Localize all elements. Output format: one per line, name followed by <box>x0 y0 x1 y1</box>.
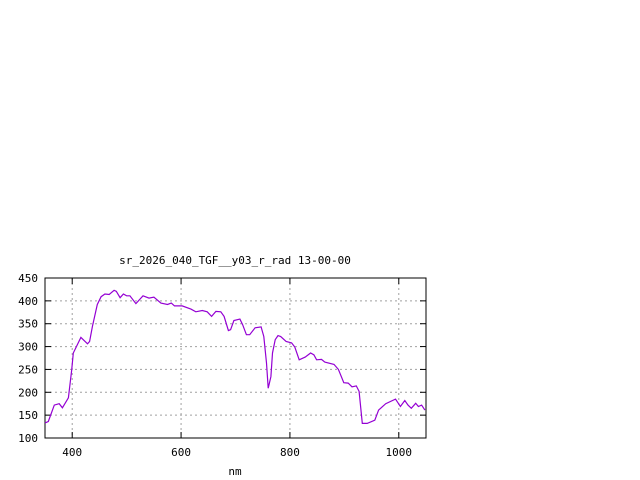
x-axis-label: nm <box>228 465 242 478</box>
x-tick-label: 600 <box>171 446 191 459</box>
y-tick-label: 400 <box>18 295 38 308</box>
y-tick-label: 250 <box>18 363 38 376</box>
x-tick-label: 800 <box>280 446 300 459</box>
x-tick-label: 1000 <box>386 446 413 459</box>
y-tick-label: 300 <box>18 341 38 354</box>
grid <box>45 278 426 438</box>
y-axis-ticks: 100 150 200 250 300 350 400 450 <box>18 272 426 445</box>
x-axis-ticks: 400 600 800 1000 <box>62 278 412 459</box>
y-tick-label: 450 <box>18 272 38 285</box>
y-tick-label: 350 <box>18 318 38 331</box>
series-line <box>44 289 426 424</box>
x-tick-label: 400 <box>62 446 82 459</box>
chart-title: sr_2026_040_TGF__y03_r_rad 13-00-00 <box>119 254 351 267</box>
plot-border <box>44 277 427 439</box>
y-tick-label: 100 <box>18 432 38 445</box>
y-tick-label: 150 <box>18 409 38 422</box>
y-tick-label: 200 <box>18 386 38 399</box>
